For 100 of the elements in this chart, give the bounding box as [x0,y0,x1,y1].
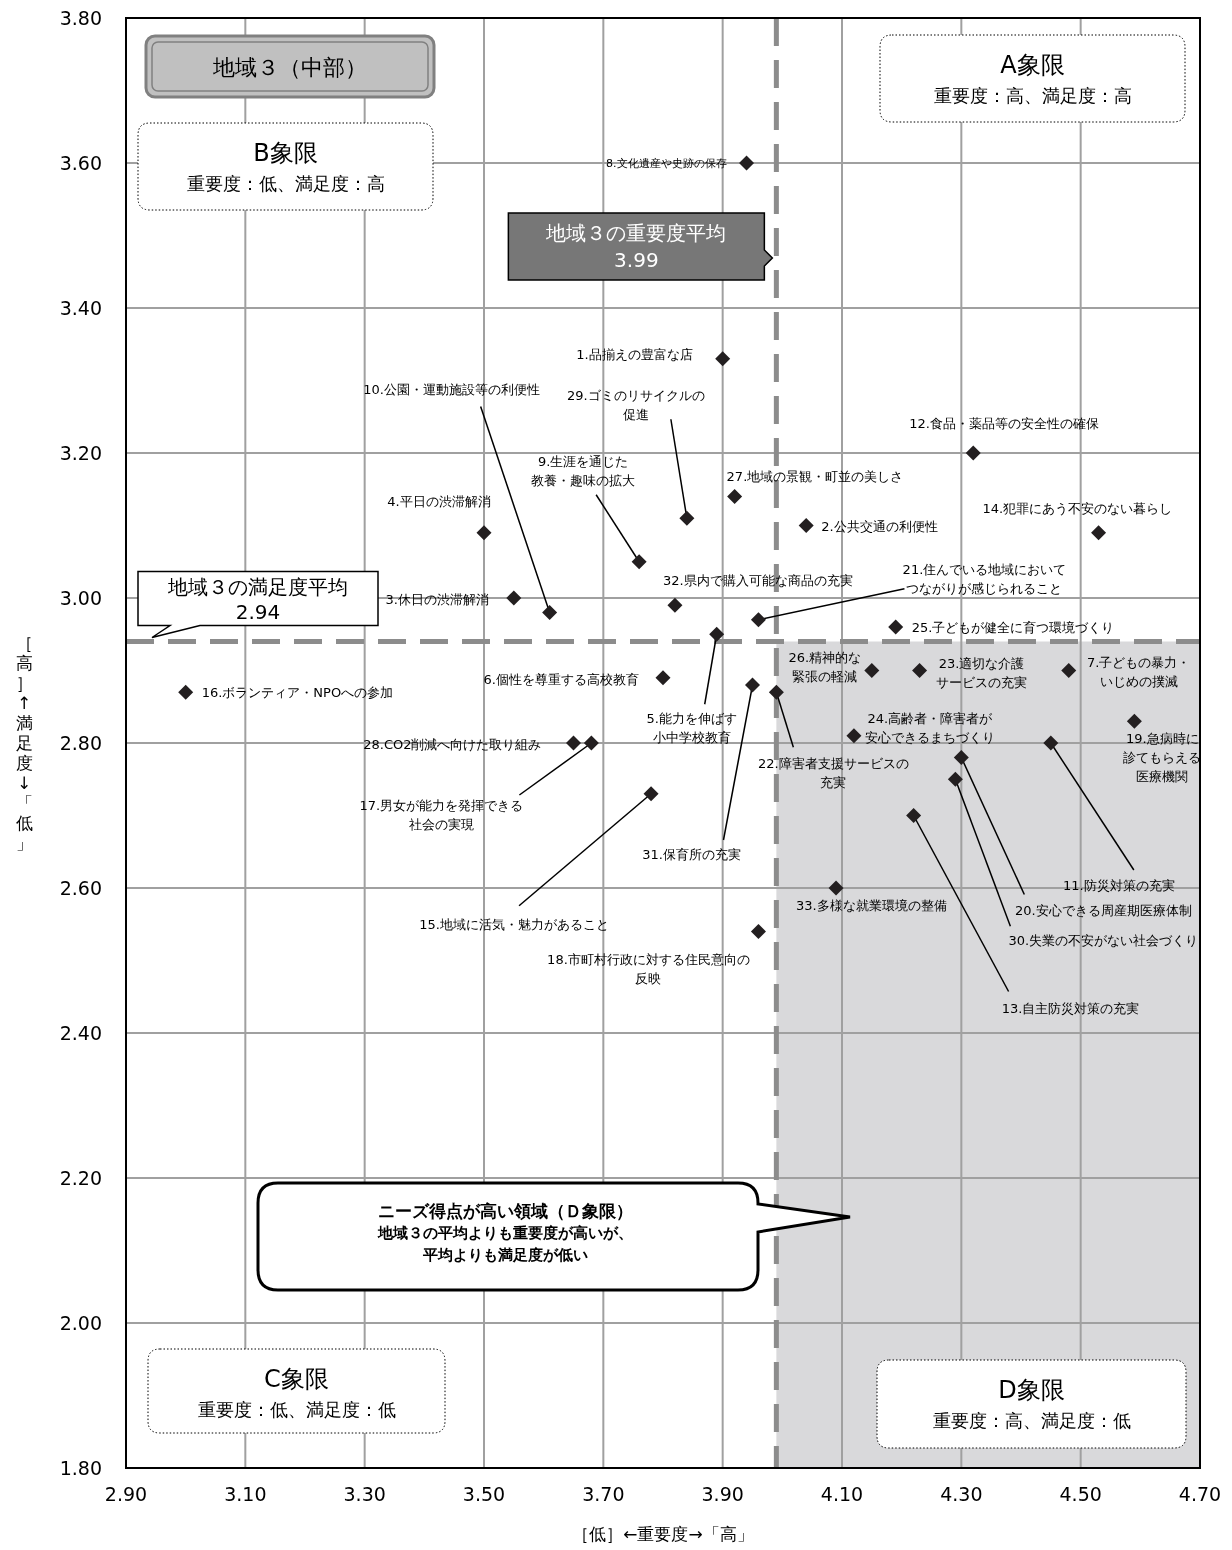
y-tick-label: 3.40 [59,297,102,319]
point [750,612,766,628]
x-tick-label: 3.50 [462,1483,506,1505]
text: 29.ゴミのリサイクルの促進 [567,387,705,422]
text: 33.多様な就業環境の整備 [796,897,947,913]
y-tick-label: 2.60 [59,877,102,899]
text: 17.男女が能力を発揮できる社会の実現 [359,797,524,832]
point [912,663,928,678]
point [1061,663,1077,678]
text: 10.公園・運動施設等の利便性 [363,381,540,396]
y-tick-label: 2.00 [59,1312,102,1334]
series-label: 18.市町村行政に対する住民意向の反映 [547,951,750,985]
point [643,786,659,802]
series-label: 6.個性を尊重する高校教育 [483,671,639,687]
annotation: 重要度：低、満足度：低 [197,1398,396,1420]
point [745,677,760,693]
x-axis-title: ［低］←重要度→「高」 [572,1524,754,1544]
x-tick-label: 3.10 [224,1483,267,1505]
point [953,750,969,765]
annotation: 重要度：高、満足度：低 [932,1409,1131,1431]
text: 22.障害者支援サービスの充実 [758,755,909,790]
series-label: 32.県内で購入可能な商品の充実 [663,572,853,588]
point [631,554,647,570]
point [1126,713,1142,729]
point [750,924,766,939]
point [506,590,522,606]
point [846,728,862,744]
point [798,518,814,533]
text: 13.自主防災対策の充実 [1001,1000,1140,1015]
y-tick-label: 3.60 [59,152,102,174]
y-tick-label: 3.20 [59,442,102,464]
series-label: 19.急病時に診てもらえる医療機関 [1123,730,1202,784]
point [1091,525,1107,541]
annotation: A象限 [1000,51,1065,79]
x-tick-label: 3.90 [701,1483,744,1505]
annotation: 平均よりも満足度が低い [421,1246,588,1264]
series-label: 26.精神的な緊張の軽減 [788,649,862,683]
text: 31.保育所の充実 [642,846,741,862]
text: 21.住んでいる地域においてつながりが感じられること [902,561,1067,596]
annotation: 重要度：低、満足度：高 [186,172,385,194]
point [768,684,784,700]
point [715,351,731,367]
point [864,663,880,678]
annotation: B象限 [253,139,318,167]
series-label: 28.CO2削減へ向けた取り組み [363,736,542,752]
ref-line-label: 地域３の重要度平均 3.99 [545,221,727,272]
annotation: ニーズ得点が高い領域（Ｄ象限） [377,1201,633,1221]
x-tick-label: 4.10 [820,1483,864,1505]
point [679,510,695,526]
x-tick-label: 3.30 [343,1483,386,1505]
ref-line-label: 地域３の満足度平均 2.94 [167,574,348,624]
x-tick-label: 4.70 [1178,1483,1222,1505]
series-label: 3.休日の渋滞解消 [385,591,489,607]
point [906,808,922,823]
x-tick-label: 4.30 [940,1483,983,1505]
point [965,445,981,461]
annotation: D象限 [998,1376,1065,1404]
text: 地域３（中部） [212,54,367,80]
point [709,626,725,642]
point [739,155,755,171]
series-label: 25.子どもが健全に育つ環境づくり [911,619,1115,635]
y-tick-label: 1.80 [59,1457,102,1479]
y-tick-label: 2.20 [59,1167,102,1189]
text: 14.犯罪にあう不安のない暮らし [982,500,1173,516]
y-tick-label: 2.80 [59,732,102,754]
series-label: 4.平日の渋滞解消 [387,493,491,509]
series-label: 23.適切な介護サービスの充実 [936,655,1028,689]
annotation: 重要度：高、満足度：高 [933,84,1132,106]
x-tick-label: 3.70 [582,1483,625,1505]
text: 20.安心できる周産期医療体制 [1014,902,1192,917]
x-tick-label: 2.90 [104,1483,148,1505]
point [947,771,963,787]
text: ［高］↑満足度↓「低」 [15,633,33,853]
point [583,735,599,751]
series-label: 27.地域の景観・町並の美しさ [726,468,904,483]
point [667,597,683,613]
y-tick-label: 3.00 [59,587,102,609]
series-label: 1.品揃えの豊富な店 [576,346,693,362]
text: 12.食品・薬品等の安全性の確保 [909,415,1099,431]
y-tick-label: 3.80 [59,7,102,29]
point [178,684,194,700]
series-label: 16.ボランティア・NPOへの参加 [201,684,394,700]
point [828,880,844,896]
series-label: 24.高齢者・障害者が安心できるまちづくり [864,710,995,745]
annotation: C象限 [264,1365,329,1393]
point [542,605,558,620]
point [655,670,671,686]
text: 9.生涯を通じた教養・趣味の拡大 [531,453,636,488]
annotation: 地域３の平均よりも重要度が高いが、 [376,1224,633,1242]
point [888,619,904,635]
point [1043,735,1059,751]
text: 5.能力を伸ばす小中学校教育 [646,710,737,745]
series-label: 7.子どもの暴力・いじめの撲滅 [1087,654,1191,688]
point [727,489,743,504]
text: 30.失業の不安がない社会づくり [1008,932,1199,948]
point [566,735,581,751]
text: 15.地域に活気・魅力があること [419,916,609,932]
series-label: 8.文化遺産や史跡の保存 [606,156,727,170]
text: 11.防災対策の充実 [1062,877,1175,893]
y-tick-label: 2.40 [59,1022,102,1044]
